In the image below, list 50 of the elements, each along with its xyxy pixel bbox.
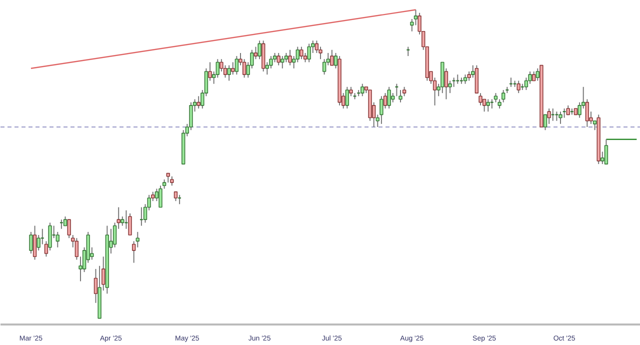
candlestick — [349, 86, 353, 97]
candlestick — [94, 268, 98, 304]
candlestick — [280, 56, 284, 69]
candlestick — [486, 98, 490, 112]
candlestick — [59, 219, 64, 230]
candlestick — [550, 108, 555, 122]
candlestick — [158, 185, 162, 208]
candlestick — [208, 62, 212, 82]
candlestick — [196, 96, 200, 109]
candlestick — [516, 80, 520, 94]
candlestick — [380, 96, 384, 124]
candlestick — [536, 68, 540, 82]
candlestick — [258, 40, 262, 60]
candlestick — [452, 77, 456, 88]
candlestick — [604, 138, 608, 165]
candlestick — [307, 43, 311, 63]
candlestick — [345, 86, 350, 109]
candlestick — [444, 68, 448, 100]
candlestick — [174, 191, 178, 202]
candlestick — [63, 216, 68, 226]
candlestick — [32, 225, 37, 260]
candlestick — [508, 77, 514, 88]
candlestick — [456, 74, 460, 84]
candlestick — [128, 212, 132, 236]
candlestick — [170, 176, 174, 186]
candlestick — [29, 231, 33, 254]
candlestick — [124, 210, 128, 230]
candlestick — [288, 49, 292, 66]
candlestick — [102, 256, 106, 292]
candlestick — [360, 83, 364, 97]
candlestick — [330, 49, 334, 66]
candlestick — [67, 219, 71, 239]
candlestick — [254, 46, 258, 60]
candlestick — [162, 178, 166, 190]
candlestick — [554, 111, 559, 122]
candlestick — [276, 52, 280, 66]
candlestick — [558, 111, 562, 124]
candlestick — [547, 108, 551, 124]
candlestick — [300, 46, 304, 60]
candlestick — [234, 56, 239, 76]
candlestick — [227, 64, 231, 82]
candlestick — [166, 172, 170, 184]
candlestick — [532, 70, 536, 82]
candlestick — [566, 104, 570, 116]
candlestick — [448, 80, 452, 94]
candlestick — [471, 64, 475, 78]
candlestick — [387, 86, 391, 109]
candlestick — [231, 62, 235, 76]
candlestick — [398, 89, 402, 103]
candlestick — [463, 74, 468, 84]
